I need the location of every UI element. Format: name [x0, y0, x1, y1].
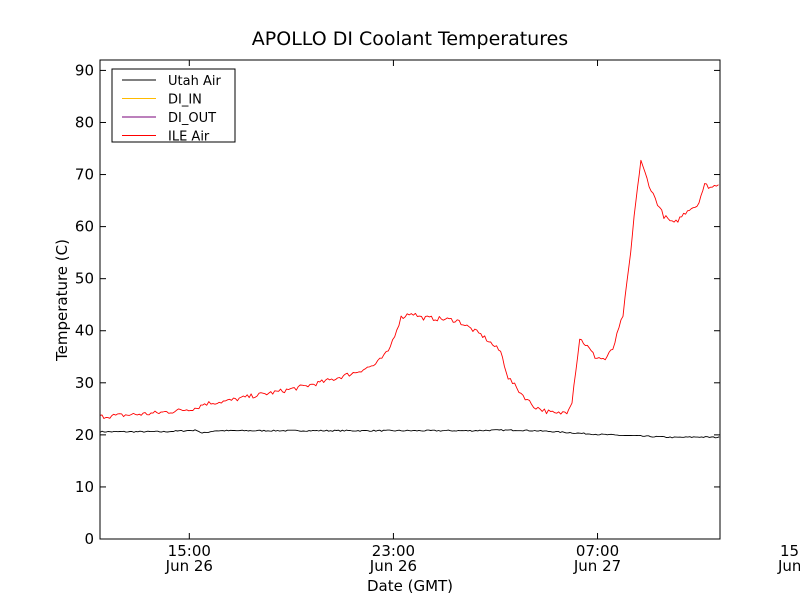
- legend-box: [111, 68, 236, 143]
- y-axis: 0 10 20 30 40 50 60 70 80 90: [75, 61, 720, 548]
- x-tick-label-date: Jun 27: [777, 557, 800, 575]
- legend: Utah Air DI_IN DI_OUT ILE Air: [111, 68, 236, 145]
- y-tick-label: 20: [75, 426, 94, 444]
- x-tick-label-date: Jun 27: [573, 557, 621, 575]
- x-tick-label-time: 23:00: [372, 542, 415, 560]
- y-tick-label: 60: [75, 218, 94, 236]
- x-axis-title: Date (GMT): [367, 577, 453, 595]
- x-tick-label-time: 15:00: [780, 542, 800, 560]
- y-tick-label: 50: [75, 270, 94, 288]
- legend-label-ile-air: ILE Air: [168, 130, 210, 145]
- y-tick-label: 90: [75, 61, 94, 79]
- y-axis-title: Temperature (C): [53, 239, 71, 362]
- legend-label-di-in: DI_IN: [168, 93, 202, 108]
- legend-label-di-out: DI_OUT: [168, 111, 216, 126]
- y-tick-label: 40: [75, 322, 94, 340]
- chart-title: APOLLO DI Coolant Temperatures: [252, 28, 568, 50]
- series-line-ile-air: [99, 159, 719, 419]
- x-tick-label-time: 15:00: [168, 542, 211, 560]
- y-tick-label: 0: [84, 530, 94, 548]
- y-tick-label: 70: [75, 166, 94, 184]
- x-tick-label-date: Jun 26: [165, 557, 213, 575]
- plot-frame: [99, 59, 721, 540]
- x-tick-label-date: Jun 26: [369, 557, 417, 575]
- y-tick-label: 10: [75, 478, 94, 496]
- x-tick-label-time: 07:00: [576, 542, 619, 560]
- series-line-utah-air: [99, 429, 720, 439]
- y-tick-label: 80: [75, 113, 94, 131]
- plot-series-group: [99, 159, 720, 439]
- legend-label-utah-air: Utah Air: [168, 74, 221, 89]
- y-tick-label: 30: [75, 374, 94, 392]
